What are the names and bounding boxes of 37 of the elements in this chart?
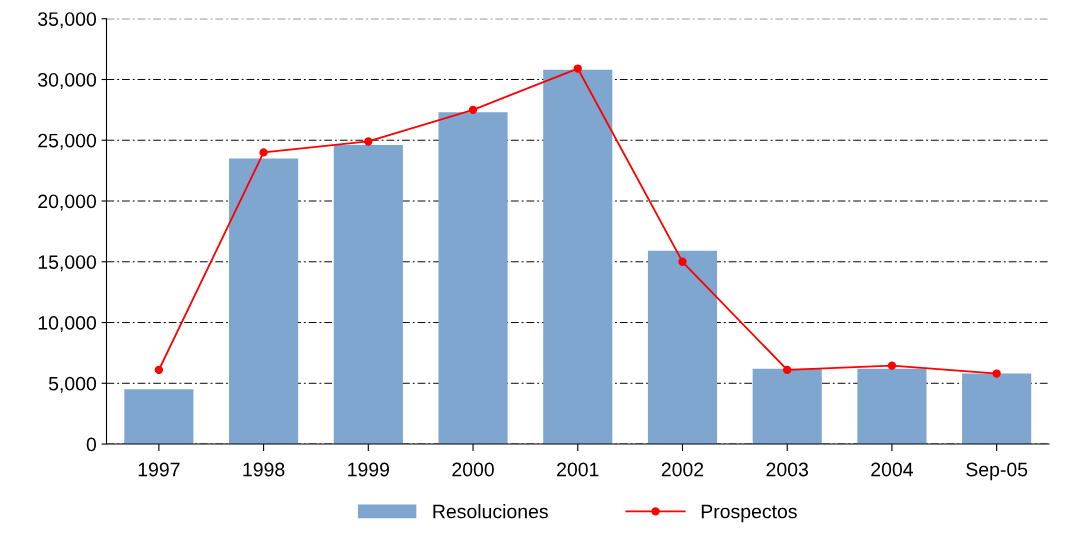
y-tick-label: 20,000: [38, 194, 97, 211]
x-tick-label: 2004: [871, 462, 913, 477]
bar: [647, 250, 718, 445]
legend-label: Resoluciones: [433, 504, 548, 519]
x-tick-label: 2003: [766, 462, 808, 477]
y-tick-label: 35,000: [38, 12, 97, 29]
x-tick-label: 1999: [348, 462, 390, 477]
point: [783, 365, 792, 375]
point: [364, 137, 373, 146]
x-tick-label: 2001: [557, 462, 599, 477]
legend-label: Prospectos: [701, 504, 797, 523]
bar: [543, 69, 613, 445]
bar: [229, 158, 299, 445]
bar: [333, 145, 403, 445]
bar: [962, 373, 1032, 445]
point: [154, 365, 164, 375]
point: [992, 369, 1001, 378]
x-tick-label: 2002: [661, 462, 704, 477]
bar: [124, 389, 194, 445]
y-tick-label: 0: [86, 437, 97, 452]
bar: [857, 368, 927, 445]
y-tick-label: 15,000: [38, 255, 97, 272]
x-tick-label: 2000: [452, 462, 494, 477]
x-tick-label: 1997: [138, 462, 180, 477]
x-tick-label: 1998: [243, 462, 285, 477]
y-tick-label: 10,000: [38, 316, 97, 333]
point: [678, 257, 687, 266]
point: [887, 361, 897, 370]
point: [468, 105, 478, 115]
y-tick-label: 30,000: [38, 72, 97, 90]
y-tick-label: 5,000: [48, 376, 97, 393]
point: [573, 64, 582, 73]
point: [259, 148, 268, 157]
bar: [438, 112, 508, 445]
y-tick-label: 25,000: [38, 133, 97, 150]
x-tick-label: Sep-05: [966, 462, 1028, 481]
bar: [752, 368, 822, 445]
